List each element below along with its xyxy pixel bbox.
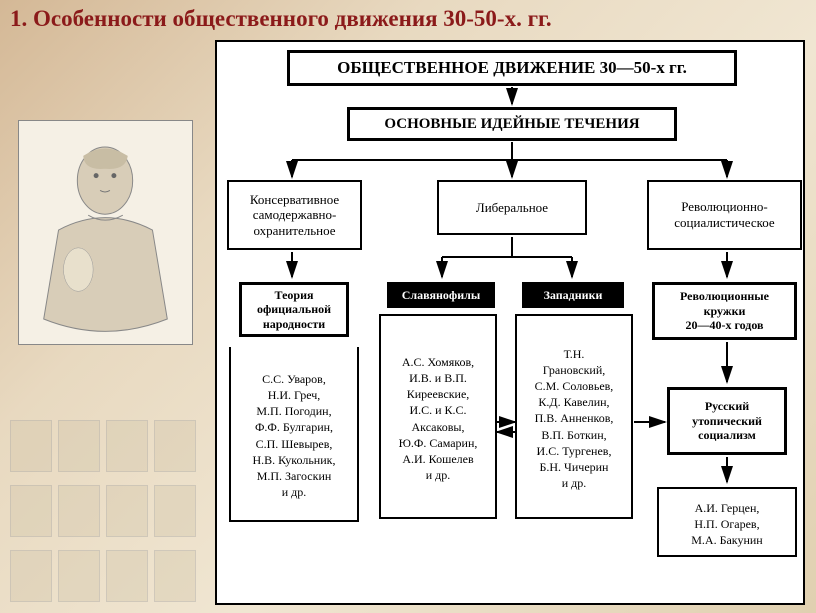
westerners-names: Т.Н. Грановский, С.М. Соловьев, К.Д. Кав…	[535, 346, 614, 492]
utopian-names-box: А.И. Герцен, Н.П. Огарев, М.А. Бакунин	[657, 487, 797, 557]
westerners-names-box: Т.Н. Грановский, С.М. Соловьев, К.Д. Кав…	[515, 314, 633, 519]
conservative-box: Консервативное самодержавно-охранительно…	[227, 180, 362, 250]
page-title: 1. Особенности общественного движения 30…	[10, 6, 552, 32]
utopian-box: Русский утопический социализм	[667, 387, 787, 455]
utopian-title: Русский утопический социализм	[674, 399, 780, 442]
diagram-container: ОБЩЕСТВЕННОЕ ДВИЖЕНИЕ 30—50-х гг. ОСНОВН…	[215, 40, 805, 605]
utopian-names: А.И. Герцен, Н.П. Огарев, М.А. Бакунин	[691, 500, 762, 549]
conservative-names-box: С.С. Уваров, Н.И. Греч, М.П. Погодин, Ф.…	[229, 347, 359, 522]
theory-label: Теория официальной народности	[246, 288, 342, 331]
liberal-box: Либеральное	[437, 180, 587, 235]
circles-box: Революционные кружки 20—40-х годов	[652, 282, 797, 340]
conservative-names: С.С. Уваров, Н.И. Греч, М.П. Погодин, Ф.…	[253, 371, 336, 501]
thumbnail-row	[10, 550, 196, 605]
westerners-title-box: Западники	[522, 282, 624, 308]
revolutionary-box: Революционно-социалистическое	[647, 180, 802, 250]
liberal-label: Либеральное	[476, 200, 548, 216]
diagram-title: ОБЩЕСТВЕННОЕ ДВИЖЕНИЕ 30—50-х гг.	[337, 58, 687, 78]
revolutionary-label: Революционно-социалистическое	[653, 199, 796, 230]
portrait-illustration	[18, 120, 193, 345]
thumbnail-row	[10, 485, 196, 540]
diagram-title-box: ОБЩЕСТВЕННОЕ ДВИЖЕНИЕ 30—50-х гг.	[287, 50, 737, 86]
circles-label: Революционные кружки 20—40-х годов	[659, 289, 790, 332]
conservative-label: Консервативное самодержавно-охранительно…	[233, 192, 356, 239]
thumbnail-row	[10, 420, 196, 475]
slavophiles-names: А.С. Хомяков, И.В. и В.П. Киреевские, И.…	[399, 354, 478, 484]
slavophiles-title-box: Славянофилы	[387, 282, 495, 308]
westerners-title: Западники	[544, 288, 603, 302]
slavophiles-names-box: А.С. Хомяков, И.В. и В.П. Киреевские, И.…	[379, 314, 497, 519]
diagram-subtitle: ОСНОВНЫЕ ИДЕЙНЫЕ ТЕЧЕНИЯ	[384, 115, 639, 133]
slavophiles-title: Славянофилы	[402, 288, 480, 302]
theory-box: Теория официальной народности	[239, 282, 349, 337]
diagram-subtitle-box: ОСНОВНЫЕ ИДЕЙНЫЕ ТЕЧЕНИЯ	[347, 107, 677, 141]
